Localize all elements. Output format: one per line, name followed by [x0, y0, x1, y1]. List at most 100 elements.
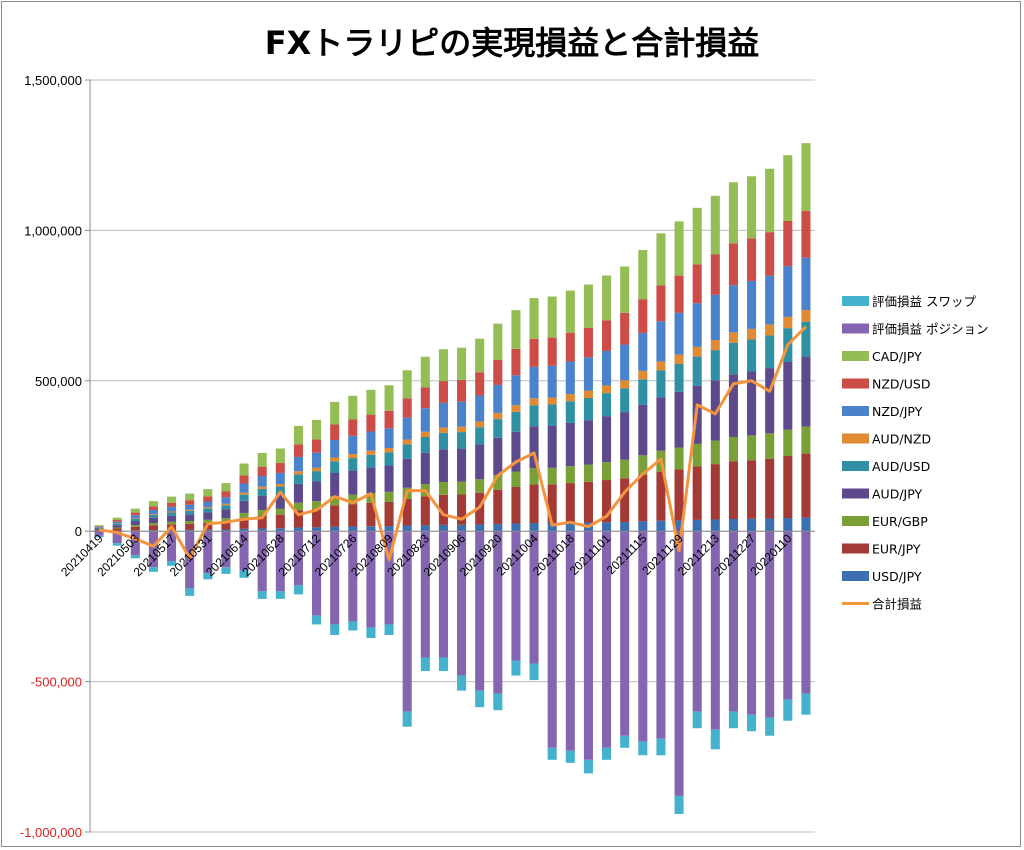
bar-segment: [620, 521, 630, 532]
bar-segment: [457, 531, 467, 676]
bar-segment: [801, 531, 811, 694]
bar-segment: [203, 512, 213, 520]
bar-segment: [710, 531, 720, 730]
legend-swatch: [842, 461, 869, 471]
bar-segment: [565, 531, 575, 751]
bar-segment: [765, 433, 775, 459]
bar-segment: [511, 523, 521, 532]
bar-segment: [330, 526, 340, 532]
bar-segment: [366, 454, 376, 468]
bar-segment: [475, 427, 485, 445]
bar-segment: [167, 521, 177, 525]
bar-segment: [366, 431, 376, 451]
bar-segment: [656, 370, 666, 398]
bar-segment: [438, 494, 448, 525]
bar-segment: [547, 404, 557, 426]
legend-label: AUD/NZD: [872, 432, 931, 447]
bar-segment: [638, 741, 648, 756]
bar-segment: [620, 412, 630, 460]
bar-segment: [620, 344, 630, 381]
legend-label: AUD/JPY: [872, 487, 922, 502]
bar-segment: [239, 517, 249, 529]
bar-segment: [728, 285, 738, 333]
bar-segment: [602, 275, 612, 321]
bar-segment: [638, 404, 648, 456]
bar-segment: [312, 508, 322, 528]
bar-segment: [457, 401, 467, 427]
bar-segment: [801, 426, 811, 454]
legend-swatch: [842, 406, 869, 416]
bar-segment: [783, 456, 793, 519]
bar-segment: [221, 491, 231, 498]
bar-segment: [529, 298, 539, 339]
bar-segment: [112, 525, 122, 528]
legend-label: 評価損益 スワップ: [872, 294, 976, 309]
bar-segment: [438, 432, 448, 450]
bar-segment: [475, 338, 485, 373]
bar-segment: [239, 531, 249, 571]
legend-swatch: [842, 488, 869, 499]
bar-segment: [275, 484, 285, 487]
y-tick-label: -500,000: [31, 675, 82, 690]
bar-segment: [493, 693, 503, 711]
bar-segment: [565, 361, 575, 395]
bar-segment: [221, 503, 231, 506]
bar-segment: [547, 425, 557, 468]
bar-segment: [275, 508, 285, 515]
bar-segment: [583, 531, 593, 760]
bar-segment: [475, 395, 485, 422]
bar-segment: [94, 526, 104, 528]
bar-segment: [493, 531, 503, 694]
bar-segment: [402, 531, 412, 712]
bar-segment: [112, 531, 122, 544]
bar-segment: [203, 507, 213, 509]
bar-segment: [293, 510, 303, 528]
bar-segment: [221, 505, 231, 510]
bar-segment: [511, 310, 521, 349]
bar-segment: [257, 515, 267, 529]
bar-segment: [674, 531, 684, 796]
bar-segment: [638, 299, 648, 333]
bar-segment: [620, 266, 630, 313]
bar-segment: [257, 488, 267, 497]
bar-segment: [583, 420, 593, 465]
bar-segment: [620, 735, 630, 748]
bar-segment: [710, 254, 720, 295]
bar-segment: [366, 526, 376, 532]
legend-label: NZD/USD: [872, 377, 930, 392]
bar-segment: [221, 483, 231, 492]
bar-segment: [384, 502, 394, 527]
bar-segment: [674, 469, 684, 521]
bar-segment: [475, 690, 485, 708]
bar-segment: [257, 466, 267, 477]
bar-segment: [130, 525, 140, 527]
bar-segment: [330, 424, 340, 441]
bar-segment: [348, 395, 358, 420]
bar-segment: [312, 419, 322, 440]
bar-segment: [710, 380, 720, 441]
bar-segment: [638, 474, 648, 522]
bar-segment: [583, 481, 593, 523]
bar-segment: [293, 483, 303, 503]
bar-segment: [765, 275, 775, 325]
y-tick-label: 1,500,000: [24, 73, 82, 88]
bar-segment: [438, 427, 448, 433]
y-tick-label: -1,000,000: [20, 825, 82, 840]
bar-segment: [801, 257, 811, 311]
bar-segment: [148, 501, 158, 507]
bar-segment: [747, 518, 757, 532]
bar-segment: [130, 531, 140, 556]
bar-segment: [130, 519, 140, 522]
bar-segment: [312, 615, 322, 625]
bar-segment: [384, 465, 394, 492]
bar-segment: [511, 471, 521, 487]
bar-segment: [257, 510, 267, 516]
bar-segment: [221, 497, 231, 504]
bar-segment: [384, 452, 394, 466]
bar-segment: [384, 448, 394, 453]
bar-segment: [185, 509, 195, 511]
bar-segment: [457, 379, 467, 402]
bar-segment: [529, 426, 539, 469]
bar-segment: [203, 508, 213, 513]
bar-segment: [148, 531, 158, 568]
